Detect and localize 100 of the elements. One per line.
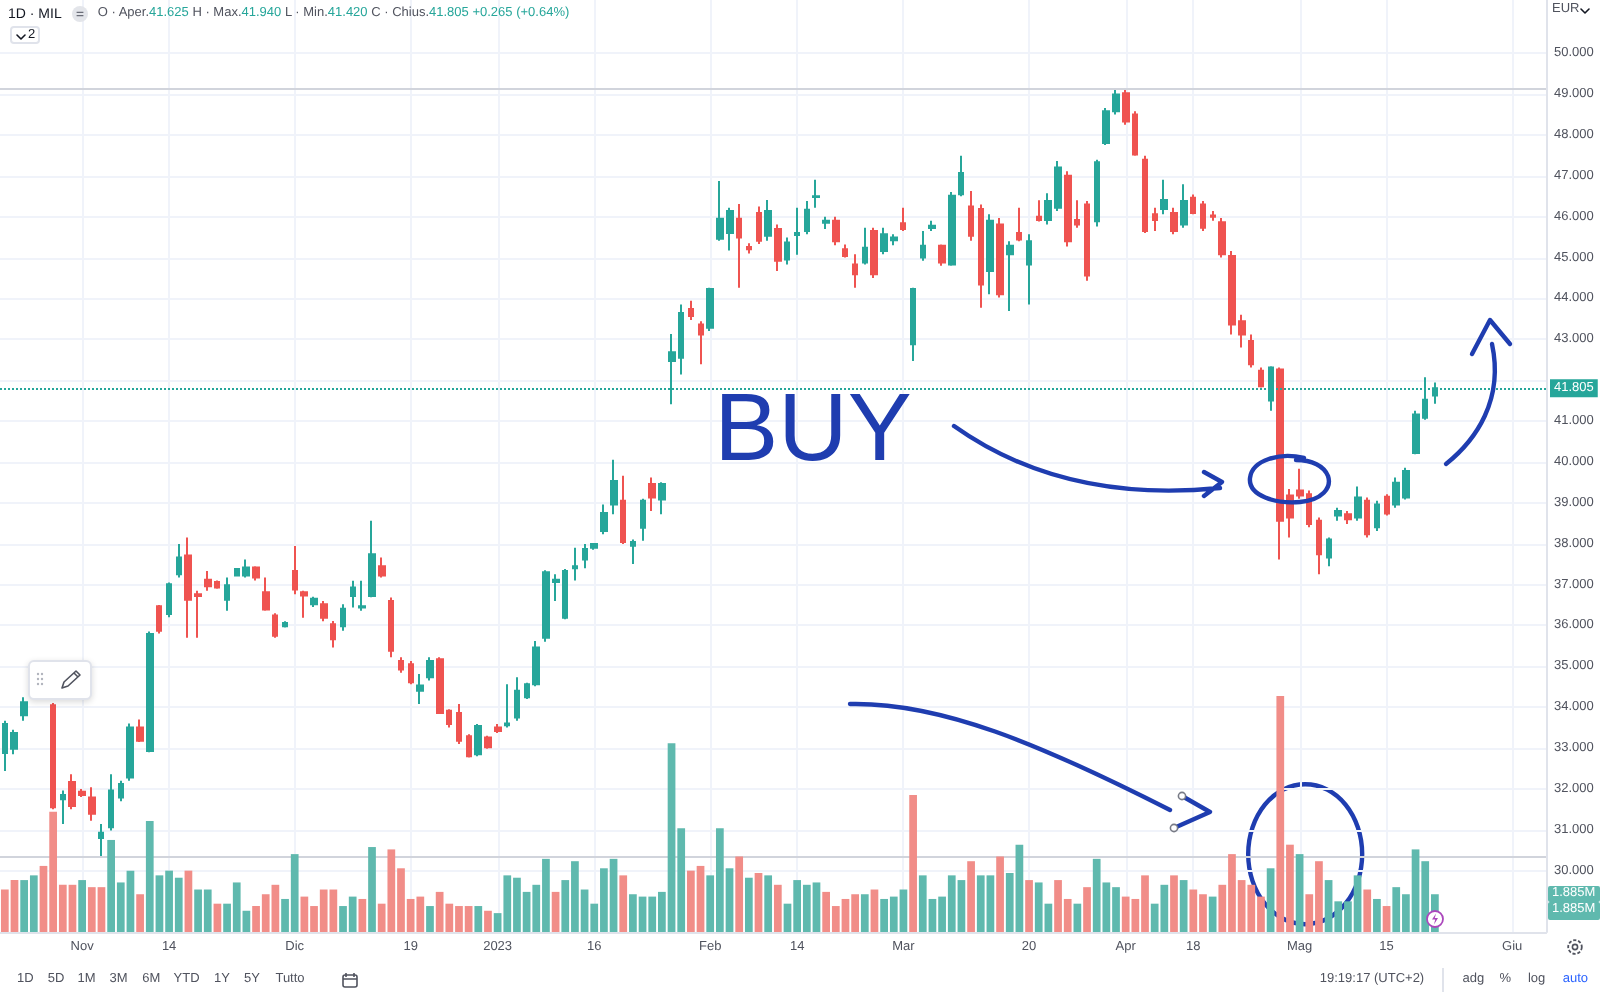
candlestick	[658, 481, 666, 516]
candlestick	[910, 286, 916, 362]
candlestick	[610, 458, 618, 516]
candlestick	[60, 789, 66, 826]
candlestick	[1258, 366, 1264, 389]
bar	[735, 856, 744, 932]
candlestick	[292, 545, 298, 596]
candlestick	[474, 722, 482, 758]
candlestick	[262, 576, 270, 612]
candlestick	[20, 696, 28, 722]
bar	[184, 870, 193, 932]
candlestick	[320, 599, 328, 623]
candlestick	[146, 630, 154, 754]
candlestick	[494, 722, 502, 734]
candlestick	[996, 216, 1004, 299]
candlestick	[736, 202, 742, 289]
candlestick	[688, 299, 694, 322]
candlestick	[938, 243, 946, 267]
candlestick	[484, 734, 492, 750]
candlestick	[640, 497, 646, 542]
candlestick	[282, 620, 288, 629]
candlestick	[1142, 154, 1148, 234]
candlestick	[812, 178, 820, 209]
candlestick	[1016, 206, 1022, 243]
bar	[1266, 868, 1275, 932]
candlestick	[1160, 178, 1168, 216]
candlestick	[272, 612, 278, 639]
candlestick	[620, 474, 626, 546]
candlestick	[1006, 240, 1014, 313]
annotation: BUY	[714, 375, 912, 481]
candlestick	[426, 656, 434, 682]
candlestick	[1364, 496, 1370, 539]
candlestick	[310, 595, 318, 609]
candlestick	[98, 823, 104, 859]
candlestick	[378, 556, 386, 579]
candlestick	[514, 676, 520, 722]
candlestick	[252, 565, 260, 582]
candlestick	[350, 579, 356, 609]
candlestick	[1036, 199, 1042, 223]
bar	[368, 847, 376, 932]
candlestick	[1218, 216, 1226, 259]
bar	[358, 898, 367, 932]
candlestick	[1344, 509, 1352, 526]
candlestick	[1064, 170, 1072, 248]
candlestick	[118, 779, 124, 803]
bar	[1179, 880, 1188, 932]
candlestick	[1170, 206, 1178, 236]
bar	[474, 906, 483, 932]
bar	[1382, 906, 1391, 932]
candlestick	[416, 673, 424, 705]
candlestick	[204, 570, 212, 592]
candlestick	[1200, 200, 1206, 232]
candlestick	[1210, 209, 1216, 222]
candlestick	[1094, 158, 1100, 228]
candlestick	[330, 619, 336, 649]
bar	[860, 894, 869, 932]
candlestick	[166, 581, 172, 619]
candlestick	[1354, 485, 1362, 522]
candlestick	[746, 242, 752, 255]
candlestick	[108, 773, 114, 832]
bar	[1363, 889, 1372, 932]
candlestick	[456, 702, 462, 745]
candlestick	[1334, 506, 1342, 522]
candlestick	[340, 603, 346, 632]
bar	[1025, 880, 1033, 932]
candlestick	[368, 519, 376, 599]
candlestick	[388, 596, 394, 659]
candlestick	[870, 226, 878, 279]
candlestick	[1180, 183, 1188, 229]
candlestick	[852, 253, 858, 289]
candlestick	[50, 702, 56, 811]
candlestick	[136, 718, 144, 743]
candlestick	[948, 191, 956, 267]
candlestick	[358, 579, 366, 612]
bar	[764, 875, 773, 932]
candlestick	[756, 205, 762, 246]
candlestick	[1384, 493, 1390, 517]
bar	[744, 877, 753, 932]
candlestick	[176, 543, 182, 579]
candlestick	[784, 236, 790, 266]
candlestick	[1248, 333, 1254, 369]
candlestick	[408, 659, 414, 686]
candlestick	[1152, 206, 1158, 232]
candlestick	[300, 589, 308, 619]
candlestick	[648, 476, 656, 512]
bar	[1373, 898, 1381, 932]
bar	[1170, 875, 1178, 932]
bar	[426, 906, 434, 932]
candlestick	[968, 189, 974, 242]
candlestick	[504, 683, 510, 729]
candlestick	[928, 219, 936, 232]
bar	[619, 875, 628, 932]
candlestick	[630, 538, 636, 566]
candlestick	[88, 786, 96, 822]
bar	[1083, 887, 1091, 932]
bar	[1208, 896, 1217, 932]
candlestick	[466, 733, 472, 759]
bar	[136, 894, 144, 932]
candlestick	[958, 154, 964, 198]
candlestick	[822, 215, 830, 230]
